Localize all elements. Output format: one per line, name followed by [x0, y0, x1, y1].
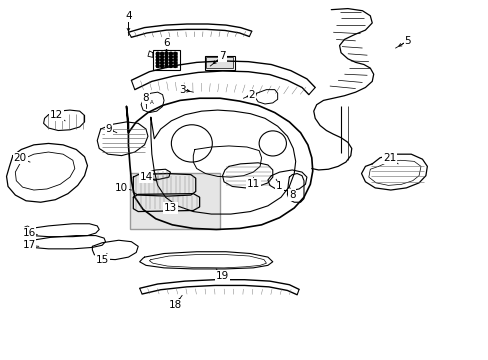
Circle shape — [173, 64, 176, 67]
Circle shape — [156, 58, 159, 61]
Text: 8: 8 — [288, 190, 295, 200]
Text: 3: 3 — [179, 85, 185, 95]
Text: 21: 21 — [383, 153, 396, 163]
Circle shape — [164, 52, 168, 55]
Circle shape — [164, 64, 168, 67]
Circle shape — [156, 52, 159, 55]
Circle shape — [169, 62, 172, 64]
Text: 14: 14 — [139, 172, 152, 182]
Circle shape — [156, 55, 159, 58]
Text: 9: 9 — [105, 124, 112, 134]
Circle shape — [169, 52, 172, 55]
Text: 11: 11 — [246, 179, 259, 189]
Circle shape — [156, 64, 159, 67]
Circle shape — [160, 64, 163, 67]
Circle shape — [160, 55, 163, 58]
Text: 8: 8 — [142, 93, 149, 103]
Circle shape — [160, 58, 163, 61]
Circle shape — [164, 62, 168, 64]
Circle shape — [160, 62, 163, 64]
Text: 7: 7 — [219, 51, 225, 61]
Bar — [130, 173, 220, 229]
Circle shape — [160, 52, 163, 55]
Text: 13: 13 — [163, 203, 177, 213]
Bar — [156, 52, 176, 67]
Circle shape — [169, 64, 172, 67]
Text: 2: 2 — [248, 90, 255, 100]
Text: 5: 5 — [404, 36, 410, 46]
Text: 12: 12 — [50, 110, 63, 120]
Text: 17: 17 — [22, 240, 36, 250]
Circle shape — [164, 55, 168, 58]
Bar — [153, 50, 179, 70]
Text: 4: 4 — [125, 11, 131, 21]
Circle shape — [173, 52, 176, 55]
Bar — [204, 56, 234, 70]
Text: 20: 20 — [14, 153, 27, 163]
Circle shape — [169, 55, 172, 58]
Bar — [206, 57, 232, 68]
Circle shape — [156, 62, 159, 64]
Circle shape — [173, 62, 176, 64]
Text: 1: 1 — [276, 181, 283, 192]
Text: A: A — [150, 100, 153, 105]
Text: 6: 6 — [163, 38, 169, 48]
Circle shape — [169, 58, 172, 61]
Text: 16: 16 — [22, 228, 36, 238]
Circle shape — [164, 58, 168, 61]
Circle shape — [173, 55, 176, 58]
Text: 19: 19 — [216, 271, 229, 281]
Text: 15: 15 — [95, 255, 108, 265]
Text: 18: 18 — [168, 300, 182, 310]
Circle shape — [173, 58, 176, 61]
Text: 10: 10 — [115, 183, 128, 193]
